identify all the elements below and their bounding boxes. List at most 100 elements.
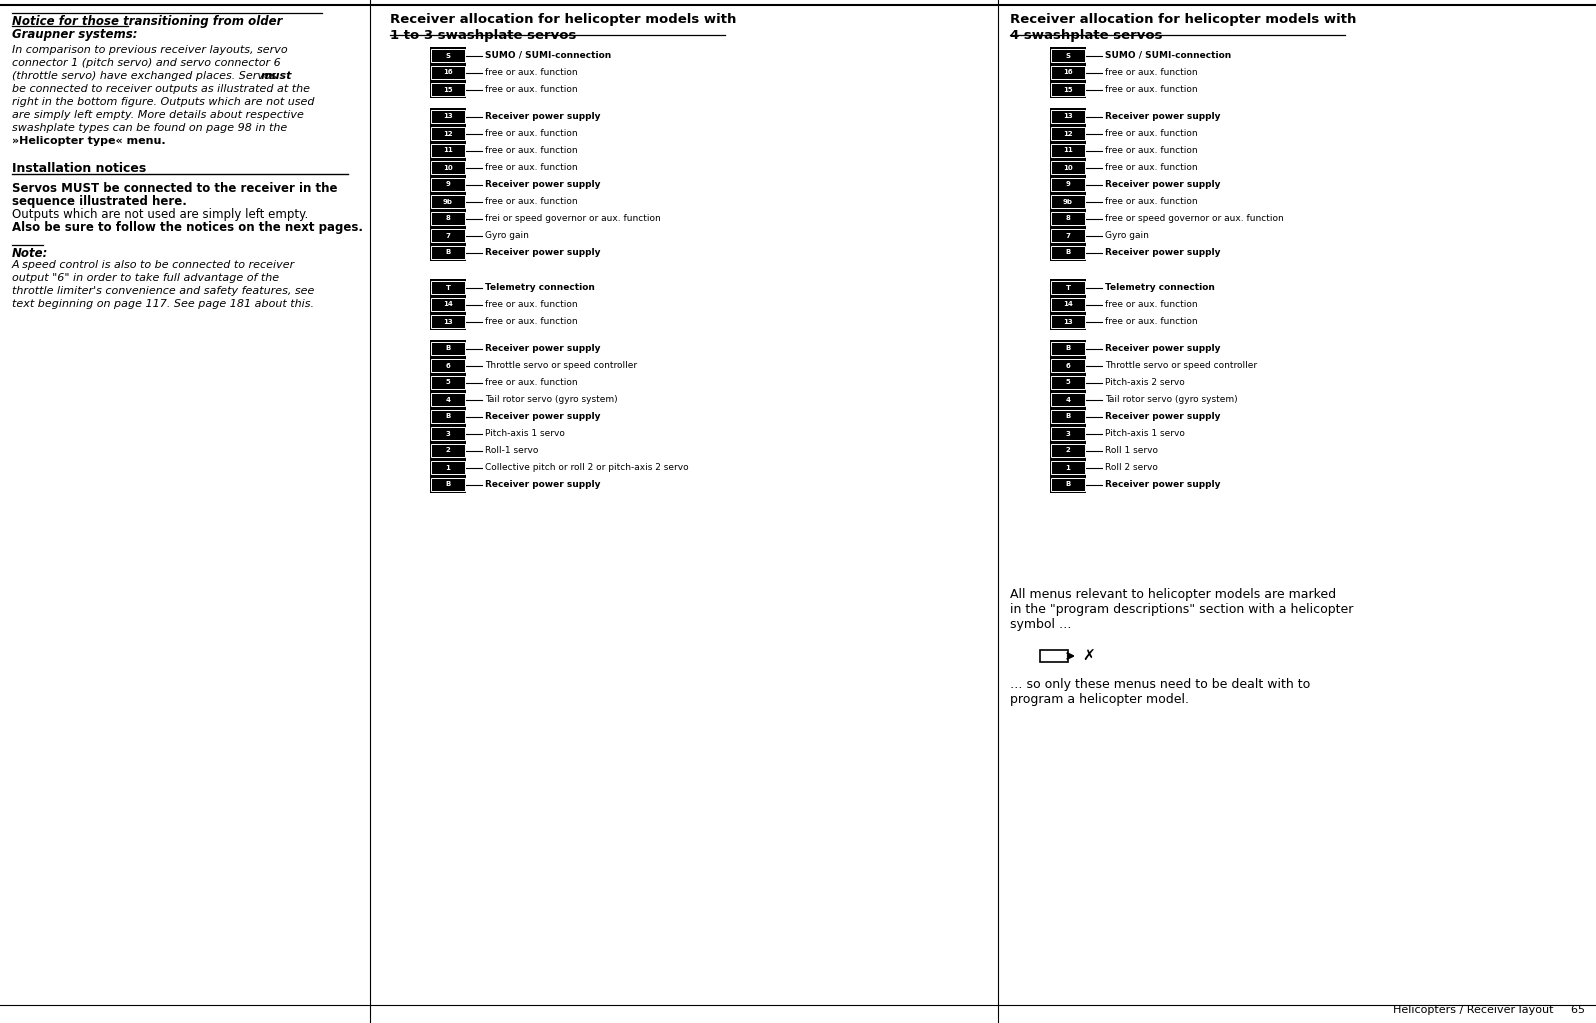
Bar — [1052, 281, 1085, 294]
Bar — [1052, 376, 1085, 389]
Text: S: S — [445, 52, 450, 58]
Text: 8: 8 — [445, 216, 450, 222]
Text: Receiver allocation for helicopter models with: Receiver allocation for helicopter model… — [389, 13, 736, 26]
Text: Roll-1 servo: Roll-1 servo — [485, 446, 538, 455]
Bar — [431, 144, 464, 157]
Text: 15: 15 — [444, 87, 453, 92]
Text: 12: 12 — [1063, 131, 1073, 136]
Bar — [431, 478, 464, 491]
Bar — [431, 229, 464, 242]
Text: A speed control is also to be connected to receiver: A speed control is also to be connected … — [13, 260, 295, 270]
Text: free or aux. function: free or aux. function — [1104, 68, 1197, 77]
Bar — [431, 212, 464, 225]
Text: 7: 7 — [1066, 232, 1071, 238]
Text: free or aux. function: free or aux. function — [485, 163, 578, 172]
Text: frei or speed governor or aux. function: frei or speed governor or aux. function — [485, 214, 661, 223]
Text: Outputs which are not used are simply left empty.: Outputs which are not used are simply le… — [13, 208, 308, 221]
Text: 2: 2 — [445, 447, 450, 453]
Bar — [429, 340, 466, 493]
Bar — [431, 178, 464, 191]
Text: must: must — [262, 71, 292, 81]
Text: 6: 6 — [1066, 362, 1071, 368]
Text: Tail rotor servo (gyro system): Tail rotor servo (gyro system) — [1104, 395, 1237, 404]
Text: Gyro gain: Gyro gain — [1104, 231, 1149, 240]
Text: S: S — [1066, 52, 1071, 58]
Text: free or speed governor or aux. function: free or speed governor or aux. function — [1104, 214, 1283, 223]
Text: free or aux. function: free or aux. function — [485, 68, 578, 77]
Text: B: B — [1066, 250, 1071, 256]
Text: Pitch-axis 1 servo: Pitch-axis 1 servo — [1104, 429, 1184, 438]
Text: throttle limiter's convenience and safety features, see: throttle limiter's convenience and safet… — [13, 286, 314, 296]
Text: 1: 1 — [1066, 464, 1071, 471]
Text: »Helicopter type« menu.: »Helicopter type« menu. — [13, 136, 166, 146]
Text: are simply left empty. More details about respective: are simply left empty. More details abou… — [13, 110, 303, 120]
Text: free or aux. function: free or aux. function — [1104, 300, 1197, 309]
Bar — [1052, 83, 1085, 96]
Bar — [431, 376, 464, 389]
Bar — [1052, 229, 1085, 242]
Bar — [431, 83, 464, 96]
Text: Receiver power supply: Receiver power supply — [1104, 344, 1221, 353]
Text: … so only these menus need to be dealt with to: … so only these menus need to be dealt w… — [1010, 678, 1310, 691]
Text: free or aux. function: free or aux. function — [1104, 146, 1197, 155]
Text: Telemetry connection: Telemetry connection — [1104, 283, 1215, 292]
Text: Throttle servo or speed controller: Throttle servo or speed controller — [485, 361, 637, 370]
Text: Receiver power supply: Receiver power supply — [485, 412, 600, 421]
Text: 3: 3 — [445, 431, 450, 437]
Text: B: B — [445, 482, 450, 488]
Text: Tail rotor servo (gyro system): Tail rotor servo (gyro system) — [485, 395, 618, 404]
Bar — [1050, 279, 1085, 330]
Bar — [431, 444, 464, 457]
Text: B: B — [445, 346, 450, 352]
Bar — [429, 108, 466, 261]
Bar — [1052, 342, 1085, 355]
Bar — [1052, 212, 1085, 225]
Text: Receiver power supply: Receiver power supply — [485, 248, 600, 257]
Bar — [1052, 161, 1085, 174]
Text: Roll 1 servo: Roll 1 servo — [1104, 446, 1159, 455]
Bar — [431, 393, 464, 406]
Text: 15: 15 — [1063, 87, 1073, 92]
Text: B: B — [445, 250, 450, 256]
Text: SUMO / SUMI-connection: SUMO / SUMI-connection — [1104, 51, 1231, 60]
Bar — [1052, 444, 1085, 457]
Text: (throttle servo) have exchanged places. Servos: (throttle servo) have exchanged places. … — [13, 71, 279, 81]
Text: 1: 1 — [445, 464, 450, 471]
Text: 4 swashplate servos: 4 swashplate servos — [1010, 29, 1162, 42]
Text: Collective pitch or roll 2 or pitch-axis 2 servo: Collective pitch or roll 2 or pitch-axis… — [485, 463, 688, 472]
Text: Installation notices: Installation notices — [13, 162, 147, 175]
Bar — [1050, 340, 1085, 493]
Bar — [431, 161, 464, 174]
Text: in the "program descriptions" section with a helicopter: in the "program descriptions" section wi… — [1010, 603, 1353, 616]
Text: 1 to 3 swashplate servos: 1 to 3 swashplate servos — [389, 29, 576, 42]
Text: Gyro gain: Gyro gain — [485, 231, 528, 240]
Text: In comparison to previous receiver layouts, servo: In comparison to previous receiver layou… — [13, 45, 287, 55]
Text: 11: 11 — [1063, 147, 1073, 153]
Bar — [1050, 47, 1085, 98]
Text: 10: 10 — [444, 165, 453, 171]
Bar — [1052, 359, 1085, 372]
Text: Receiver power supply: Receiver power supply — [485, 112, 600, 121]
Text: All menus relevant to helicopter models are marked: All menus relevant to helicopter models … — [1010, 588, 1336, 601]
Text: Servos MUST be connected to the receiver in the: Servos MUST be connected to the receiver… — [13, 182, 337, 195]
Text: Graupner systems:: Graupner systems: — [13, 28, 137, 41]
Text: 16: 16 — [1063, 70, 1073, 76]
Text: free or aux. function: free or aux. function — [485, 197, 578, 206]
Text: right in the bottom figure. Outputs which are not used: right in the bottom figure. Outputs whic… — [13, 97, 314, 107]
Text: T: T — [1066, 284, 1071, 291]
Text: 4: 4 — [1066, 397, 1071, 402]
Text: program a helicopter model.: program a helicopter model. — [1010, 693, 1189, 706]
Text: free or aux. function: free or aux. function — [485, 317, 578, 326]
Bar — [431, 461, 464, 474]
Bar — [1052, 315, 1085, 328]
Text: 4: 4 — [445, 397, 450, 402]
Text: 7: 7 — [445, 232, 450, 238]
Bar — [431, 110, 464, 123]
Bar — [1052, 127, 1085, 140]
Bar — [1041, 650, 1068, 662]
Bar — [1052, 478, 1085, 491]
Bar — [1050, 108, 1085, 261]
Text: free or aux. function: free or aux. function — [1104, 317, 1197, 326]
Text: Receiver power supply: Receiver power supply — [1104, 248, 1221, 257]
Text: ✗: ✗ — [1082, 649, 1095, 664]
